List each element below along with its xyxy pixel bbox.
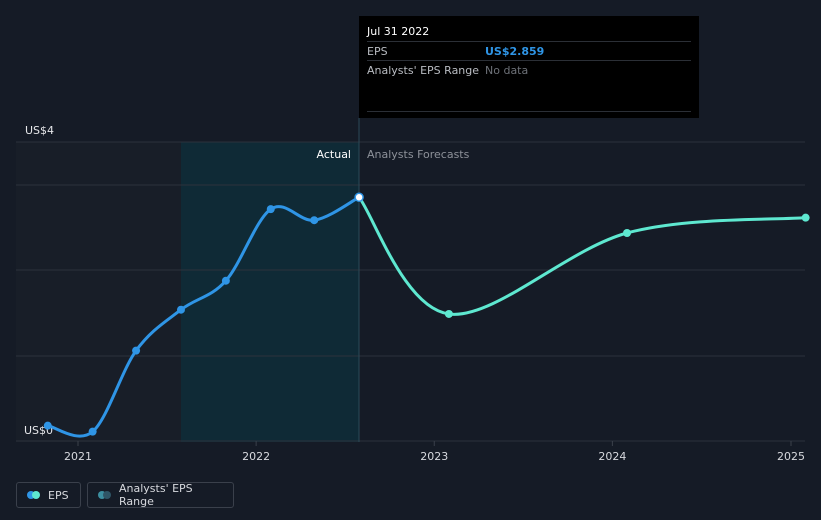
tooltip-eps-row: EPS US$2.859 <box>367 41 691 60</box>
tooltip-spacer <box>367 79 691 112</box>
range-legend-icon <box>98 491 111 499</box>
forecast-data-point <box>801 213 810 222</box>
eps-series-line <box>46 195 361 438</box>
tooltip: Jul 31 2022 EPS US$2.859 Analysts' EPS R… <box>359 16 699 118</box>
data-points <box>43 192 810 436</box>
legend-range-label: Analysts' EPS Range <box>119 482 193 508</box>
tooltip-date: Jul 31 2022 <box>367 25 430 38</box>
tooltip-eps-label: EPS <box>367 44 388 58</box>
legend-eps-label: EPS <box>48 488 69 502</box>
x-tick-label: 2021 <box>64 450 92 463</box>
tooltip-range-value: No data <box>485 63 529 77</box>
x-tick-label: 2024 <box>598 450 626 463</box>
actual-label: Actual <box>317 148 351 161</box>
y-axis-top-label: US$4 <box>25 124 54 137</box>
eps-data-point <box>266 205 275 214</box>
forecast-data-point <box>444 309 453 318</box>
eps-data-point <box>43 421 52 430</box>
eps-data-point <box>88 427 97 436</box>
forecast-label: Analysts Forecasts <box>367 148 470 161</box>
eps-data-point <box>221 276 230 285</box>
actual-highlight-band <box>181 142 359 442</box>
legend-eps-button[interactable]: EPS <box>16 482 81 508</box>
tooltip-eps-value: US$2.859 <box>485 44 545 58</box>
legend-range-button[interactable]: Analysts' EPS Range <box>87 482 234 508</box>
tooltip-range-label: Analysts' EPS Range <box>367 63 480 77</box>
forecast-data-point <box>623 228 632 237</box>
tooltip-range-row: Analysts' EPS Range No data <box>367 60 691 79</box>
x-tick-label: 2023 <box>420 450 448 463</box>
eps-data-point <box>176 305 185 314</box>
eps-legend-icon <box>27 491 40 499</box>
history-shade <box>16 142 181 442</box>
eps-forecast-line <box>357 195 808 316</box>
x-axis-ticks: 2021 2022 2023 2024 2025 <box>64 441 805 463</box>
eps-data-point <box>310 216 319 225</box>
eps-data-point <box>132 346 141 355</box>
x-tick-label: 2022 <box>242 450 270 463</box>
highlighted-data-point <box>354 192 364 203</box>
x-tick-label: 2025 <box>777 450 805 463</box>
